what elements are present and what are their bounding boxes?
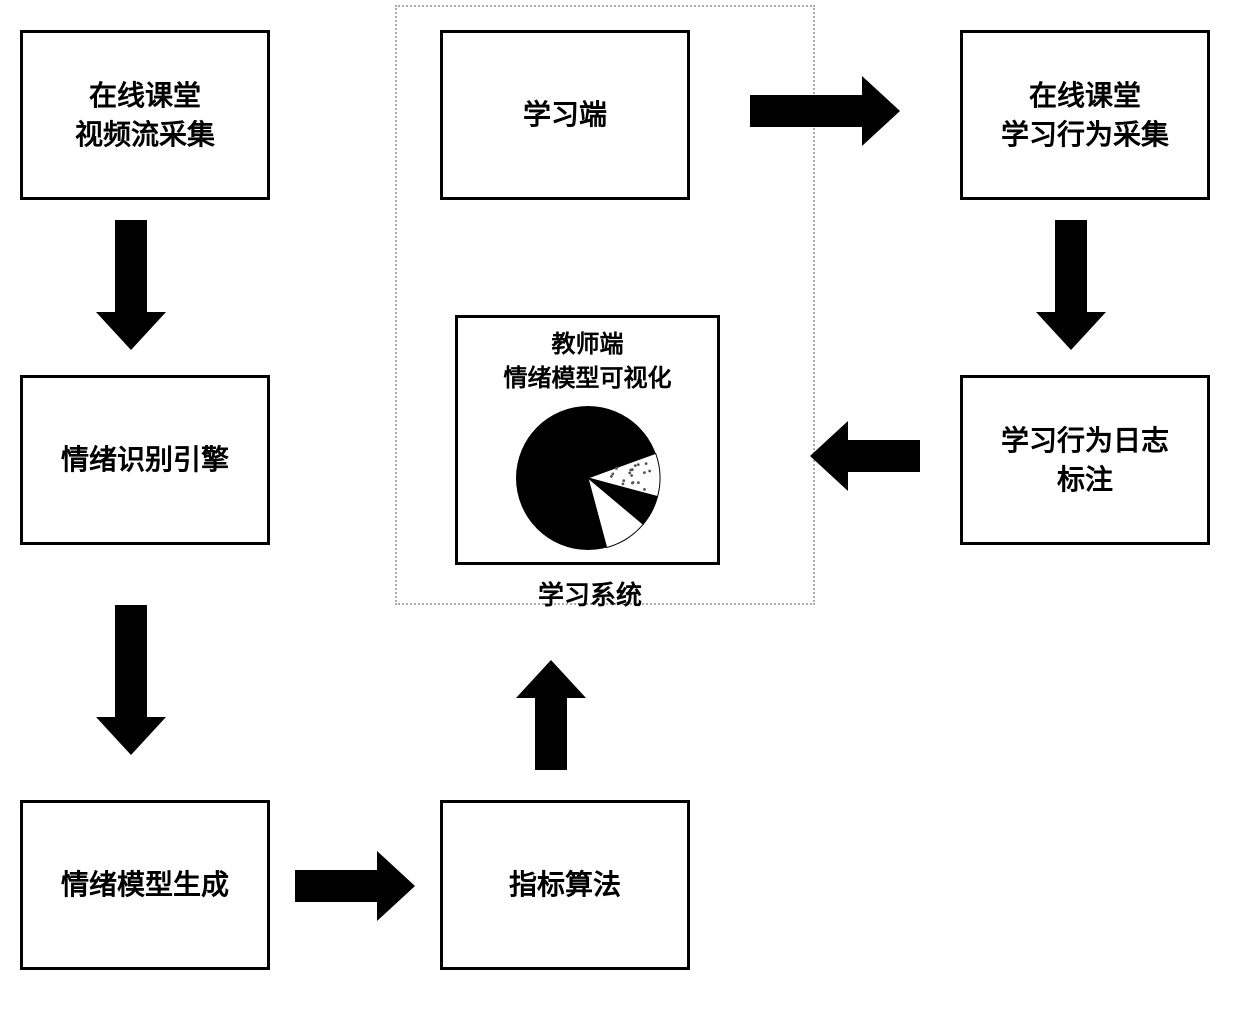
- box-emotion-model-generate: 情绪模型生成: [20, 800, 270, 970]
- pie-chart: [511, 401, 665, 565]
- center-title: 教师端情绪模型可视化: [504, 328, 672, 395]
- box-behavior-log-annotation: 学习行为日志标注: [960, 375, 1210, 545]
- text-line: 在线课堂: [1029, 76, 1141, 115]
- text-line: 学习端: [523, 95, 607, 134]
- text-line: 学习行为日志: [1001, 421, 1169, 460]
- text-line: 情绪模型生成: [61, 865, 229, 904]
- learning-system-label: 学习系统: [505, 575, 675, 612]
- arrow-a1: [96, 220, 166, 350]
- text-line: 学习行为采集: [1001, 115, 1169, 154]
- arrow-a3: [1036, 220, 1106, 350]
- text-line: 视频流采集: [75, 115, 215, 154]
- box-video-stream-collect: 在线课堂视频流采集: [20, 30, 270, 200]
- arrow-a6: [295, 851, 415, 921]
- box-learner-client: 学习端: [440, 30, 690, 200]
- box-teacher-visualization: 教师端情绪模型可视化: [455, 315, 720, 565]
- box-indicator-algorithm: 指标算法: [440, 800, 690, 970]
- box-emotion-recognition-engine: 情绪识别引擎: [20, 375, 270, 545]
- text-line: 在线课堂: [89, 76, 201, 115]
- arrow-a7: [516, 660, 586, 770]
- text-line: 情绪模型可视化: [504, 362, 672, 396]
- box-learning-behavior-collect: 在线课堂学习行为采集: [960, 30, 1210, 200]
- text-line: 教师端: [504, 328, 672, 362]
- text-line: 指标算法: [509, 865, 621, 904]
- arrow-a5: [96, 605, 166, 755]
- text-line: 情绪识别引擎: [61, 440, 229, 479]
- text-line: 标注: [1057, 460, 1113, 499]
- arrow-a4: [810, 421, 920, 491]
